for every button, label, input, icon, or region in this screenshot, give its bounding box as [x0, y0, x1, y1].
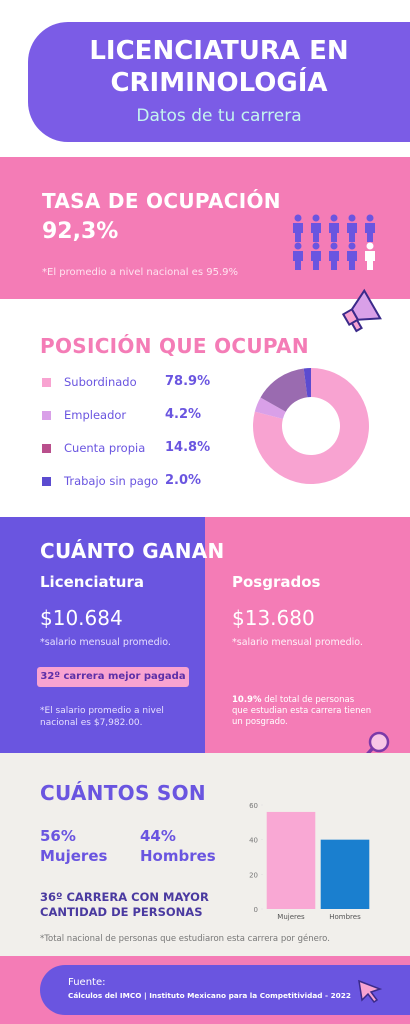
x-tick-label: Hombres	[329, 913, 361, 921]
y-tick-label: 60	[249, 802, 258, 810]
rank-text: 36º CARRERA CON MAYOR CANTIDAD DE PERSON…	[40, 890, 209, 919]
subtitle: Datos de tu carrera	[136, 106, 302, 126]
footer-source: Cálculos del IMCO | Instituto Mexicano p…	[68, 991, 351, 1000]
bar	[266, 811, 316, 909]
bar	[320, 839, 370, 909]
donut-chart	[253, 368, 369, 484]
occupation-section: TASA DE OCUPACIÓN 92,3% *El promedio a n…	[0, 157, 410, 299]
y-tick-label: 40	[249, 837, 258, 845]
rank-badge: 32º carrera mejor pagada	[37, 667, 189, 687]
legend-swatch	[42, 378, 51, 387]
x-tick-label: Mujeres	[277, 913, 305, 921]
amount: $10.684	[40, 606, 123, 630]
occupation-value: 92,3%	[42, 219, 119, 244]
share-note: del total de personas que estudian esta …	[232, 695, 372, 727]
men-label: Hombres	[140, 847, 216, 865]
legend-swatch	[42, 411, 51, 420]
note: *salario mensual promedio.	[232, 637, 363, 648]
value-label: 78.9%	[165, 374, 211, 389]
bachelor-panel	[0, 517, 205, 753]
donut-slice	[253, 368, 369, 484]
donut-slice	[254, 397, 286, 419]
legend-label: Trabajo sin pago	[64, 474, 159, 488]
header-section: LICENCIATURA EN CRIMINOLOGÍA Datos de tu…	[0, 0, 410, 155]
y-tick-label: 20	[249, 871, 258, 879]
section-title: CUÁNTOS SON	[40, 781, 206, 805]
bar-chart: 0 20 40 60 Mujeres Hombres	[249, 802, 370, 921]
header-band	[28, 22, 410, 142]
postgrad-panel	[205, 517, 410, 753]
note: *El salario promedio a nivel nacional es…	[40, 706, 164, 728]
value-label: 14.8%	[165, 440, 211, 455]
legend-swatch	[42, 477, 51, 486]
people-icons	[293, 214, 375, 270]
note: *salario mensual promedio.	[40, 637, 171, 648]
women-pct: 56%	[40, 827, 76, 845]
title-line: CRIMINOLOGÍA	[110, 68, 328, 98]
section-title: TASA DE OCUPACIÓN	[42, 189, 281, 213]
panel-label: Licenciatura	[40, 573, 144, 591]
position-section: POSICIÓN QUE OCUPAN Subordinado 78.9% Empl…	[0, 288, 410, 517]
value-label: 4.2%	[165, 407, 202, 422]
men-pct: 44%	[140, 827, 176, 845]
section-title: CUÁNTO GANAN	[40, 539, 225, 563]
legend-label: Empleador	[64, 408, 127, 422]
amount: $13.680	[232, 606, 315, 630]
legend-label: Cuenta propia	[64, 441, 146, 455]
cursor-icon	[358, 979, 383, 1004]
legend-swatch	[42, 444, 51, 453]
footer-band	[40, 965, 410, 1015]
megaphone-icon	[341, 288, 382, 333]
footer-label: Fuente:	[68, 977, 106, 988]
women-label: Mujeres	[40, 847, 108, 865]
y-tick-label: 0	[254, 906, 258, 914]
share-value: 10.9%	[232, 695, 262, 705]
section-title: POSICIÓN QUE OCUPAN	[40, 334, 309, 358]
value-label: 2.0%	[165, 473, 202, 488]
donut-slice	[303, 368, 311, 398]
donut-slice	[260, 368, 308, 412]
footer-section: Fuente: Cálculos del IMCO | Instituto Me…	[0, 956, 410, 1024]
earnings-section: CUÁNTO GANAN Licenciatura $10.684 *salar…	[0, 517, 410, 761]
legend-label: Subordinado	[64, 375, 137, 389]
postgrad-share: 10.9% del total de personas que estudian…	[232, 695, 372, 728]
title-line: LICENCIATURA EN	[89, 36, 349, 66]
count-section: CUÁNTOS SON 56% Mujeres 44% Hombres 36º …	[0, 753, 410, 956]
note: *El promedio a nivel nacional es 95.9%	[42, 267, 238, 278]
panel-label: Posgrados	[232, 573, 321, 591]
note: *Total nacional de personas que estudiar…	[40, 934, 330, 944]
